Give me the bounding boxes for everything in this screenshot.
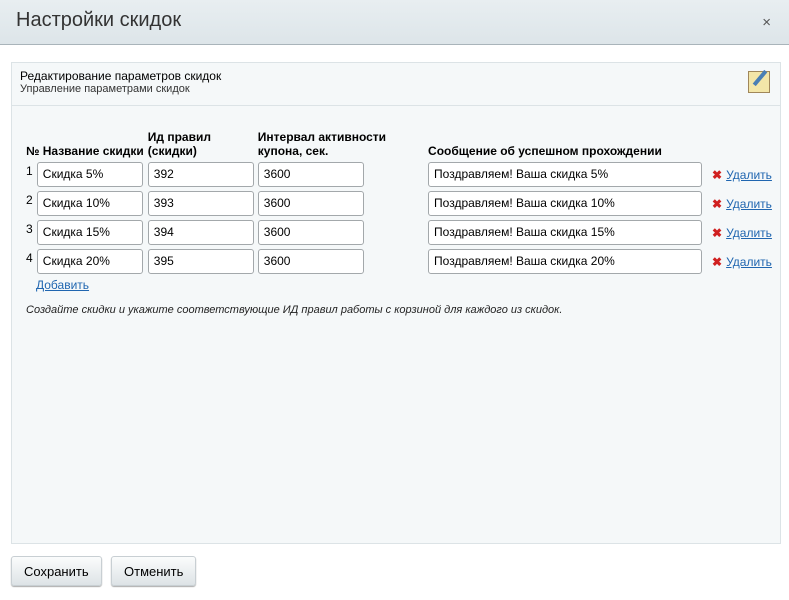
rule-id-input[interactable]: 395 — [147, 249, 254, 274]
help-note: Создайте скидки и укажите соответствующи… — [26, 304, 563, 316]
discount-name-input[interactable]: Скидка 15% — [36, 220, 143, 245]
header-num: № Название скидки — [26, 144, 144, 158]
header-interval: Интервал активности купона, сек. — [257, 130, 387, 158]
dialog-title: Настройки скидок — [16, 9, 182, 31]
row-number: 1 — [26, 164, 33, 178]
delete-icon[interactable]: ✖ — [712, 225, 723, 240]
message-input[interactable]: Поздравляем! Ваша скидка 10% — [428, 191, 703, 216]
cancel-button[interactable]: Отменить — [111, 556, 197, 586]
interval-input[interactable]: 3600 — [257, 249, 364, 274]
delete-link[interactable]: Удалить — [726, 167, 772, 182]
panel-title: Редактирование параметров скидок — [20, 69, 222, 83]
discount-name-input[interactable]: Скидка 20% — [36, 249, 143, 274]
rule-id-input[interactable]: 394 — [147, 220, 254, 245]
row-number: 3 — [26, 222, 33, 236]
panel-header: Редактирование параметров скидок Управле… — [12, 63, 780, 106]
delete-link[interactable]: Удалить — [726, 196, 772, 211]
delete-link[interactable]: Удалить — [726, 254, 772, 269]
table-row: 2 Скидка 10% 393 3600 Поздравляем! Ваша … — [24, 189, 774, 218]
table-row: 4 Скидка 20% 395 3600 Поздравляем! Ваша … — [24, 247, 774, 276]
message-input[interactable]: Поздравляем! Ваша скидка 5% — [428, 162, 703, 187]
header-message: Сообщение об успешном прохождении — [428, 144, 662, 158]
row-number: 2 — [26, 193, 33, 207]
delete-link[interactable]: Удалить — [726, 225, 772, 240]
interval-input[interactable]: 3600 — [257, 162, 364, 187]
message-input[interactable]: Поздравляем! Ваша скидка 20% — [428, 249, 703, 274]
discount-table: № Название скидки Ид правил (скидки) Инте… — [24, 130, 774, 276]
table-row: 1 Скидка 5% 392 3600 Поздравляем! Ваша с… — [24, 160, 774, 189]
edit-icon — [748, 71, 770, 93]
interval-input[interactable]: 3600 — [257, 220, 364, 245]
discount-name-input[interactable]: Скидка 10% — [36, 191, 143, 216]
header-rule-id: Ид правил (скидки) — [147, 130, 211, 158]
interval-input[interactable]: 3600 — [257, 191, 364, 216]
add-button[interactable]: Добавить — [36, 278, 90, 292]
table-row: 3 Скидка 15% 394 3600 Поздравляем! Ваша … — [24, 218, 774, 247]
rule-id-input[interactable]: 393 — [147, 191, 254, 216]
row-number: 4 — [26, 251, 33, 265]
close-icon[interactable]: × — [762, 14, 771, 31]
delete-icon[interactable]: ✖ — [712, 167, 723, 182]
message-input[interactable]: Поздравляем! Ваша скидка 15% — [428, 220, 703, 245]
save-button[interactable]: Сохранить — [11, 556, 102, 586]
discount-name-input[interactable]: Скидка 5% — [36, 162, 143, 187]
delete-icon[interactable]: ✖ — [712, 196, 723, 211]
rule-id-input[interactable]: 392 — [147, 162, 254, 187]
dialog-header: Настройки скидок × — [0, 0, 789, 45]
settings-panel: Редактирование параметров скидок Управле… — [11, 62, 781, 544]
panel-subtitle: Управление параметрами скидок — [20, 83, 190, 95]
delete-icon[interactable]: ✖ — [712, 254, 723, 269]
